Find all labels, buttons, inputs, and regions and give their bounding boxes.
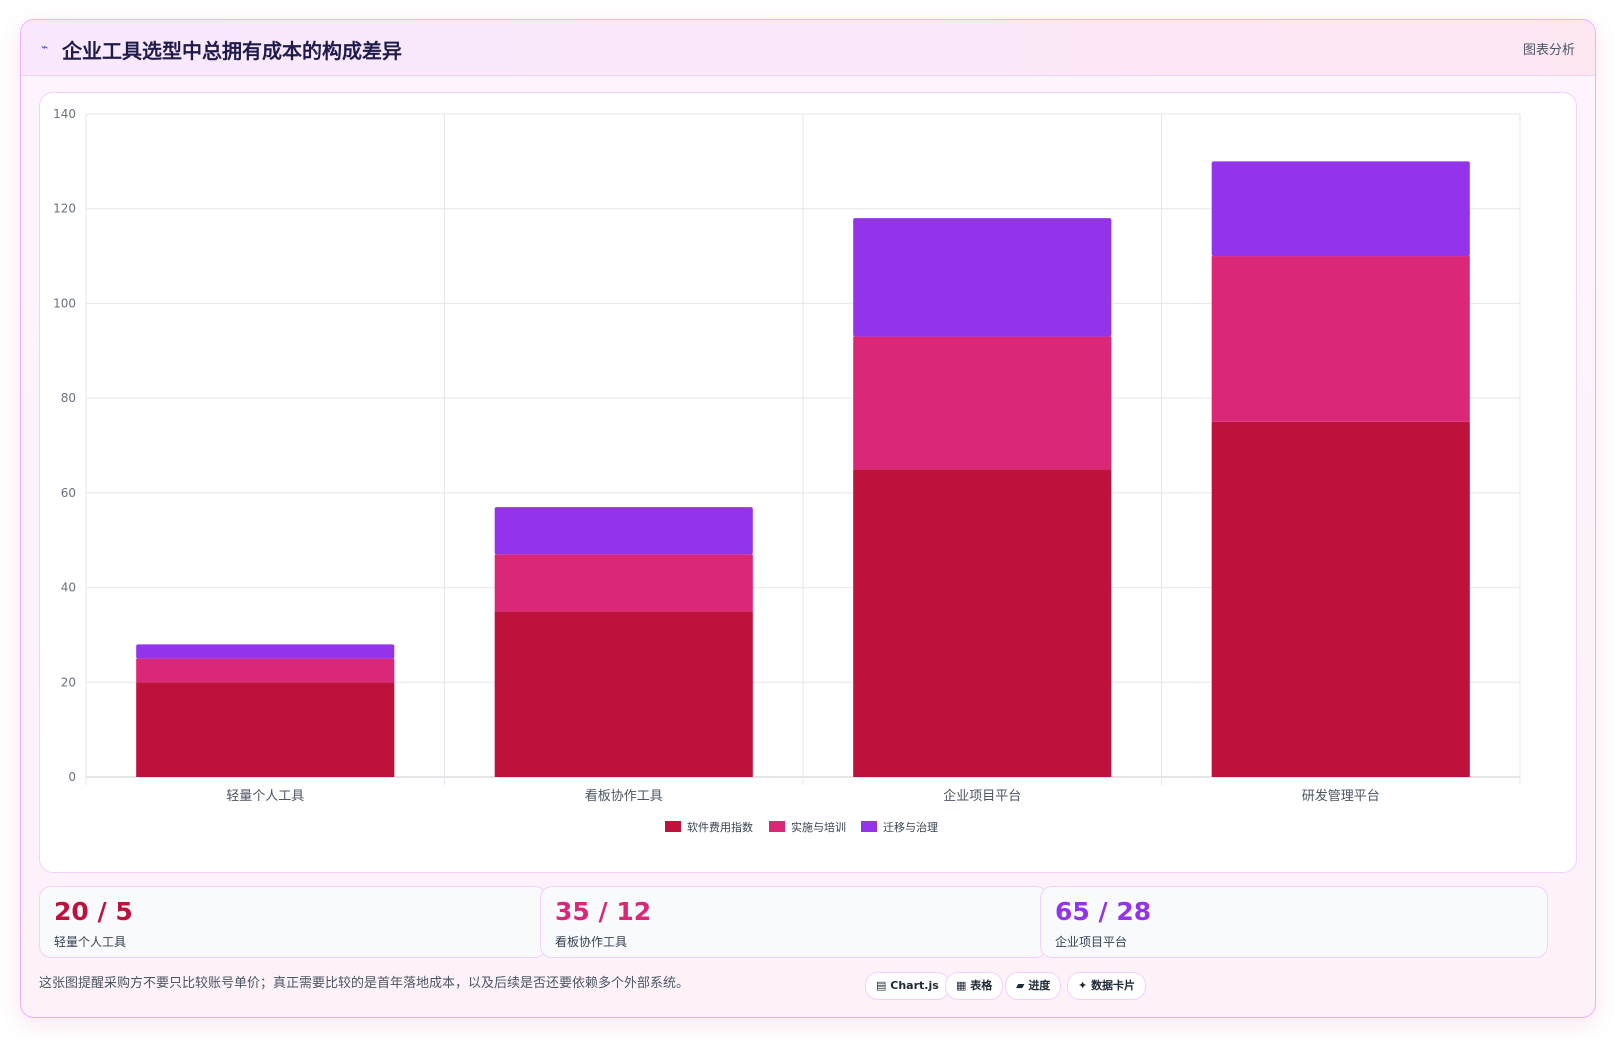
chart-card: ⌁ 企业工具选型中总拥有成本的构成差异 图表分析 0 20 40 60 80 100 120… bbox=[20, 19, 1596, 1018]
chart-icon: ▤ bbox=[876, 979, 887, 992]
y-tick-label: 100 bbox=[53, 296, 76, 310]
bar-0-1 bbox=[494, 611, 753, 777]
bar-1-1 bbox=[494, 554, 753, 612]
legend-label: 软件费用指数 bbox=[687, 820, 753, 834]
stat-label: 看板协作工具 bbox=[555, 935, 628, 949]
stat-value: 20 / 5 bbox=[54, 897, 133, 926]
stat-card-kanban: 35 / 12 看板协作工具 bbox=[540, 886, 1048, 958]
bar-1-2 bbox=[853, 336, 1112, 470]
bar-2-1 bbox=[494, 507, 753, 555]
y-tick-label: 60 bbox=[61, 486, 76, 500]
pill-label: Chart.js bbox=[890, 979, 939, 992]
bar-1-3 bbox=[1211, 256, 1470, 422]
legend-label: 实施与培训 bbox=[791, 820, 846, 834]
stat-card-enterprise: 65 / 28 企业项目平台 bbox=[1040, 886, 1548, 958]
bar-2-3 bbox=[1211, 161, 1470, 257]
stat-value: 65 / 28 bbox=[1055, 897, 1152, 926]
header-tag: 图表分析 bbox=[1522, 43, 1575, 58]
x-tick-label: 轻量个人工具 bbox=[226, 789, 304, 804]
legend-swatch bbox=[769, 821, 785, 832]
stacked-bar-chart: 0 20 40 60 80 100 120 140 轻量个人工具 看板协作工具 企业项目平台 研发管理… bbox=[53, 107, 1521, 834]
x-tick-label: 研发管理平台 bbox=[1302, 788, 1380, 804]
bar-2-0 bbox=[136, 644, 395, 659]
x-tick-label: 看板协作工具 bbox=[585, 788, 663, 804]
y-tick-label: 80 bbox=[61, 391, 76, 405]
legend-swatch bbox=[861, 821, 877, 832]
legend-label: 迁移与治理 bbox=[883, 820, 938, 834]
y-tick-label: 120 bbox=[53, 202, 76, 216]
y-tick-label: 40 bbox=[61, 581, 76, 595]
legend-swatch bbox=[665, 821, 681, 832]
bar-0-0 bbox=[136, 682, 395, 777]
bar-2-2 bbox=[853, 218, 1112, 337]
y-tick-label: 20 bbox=[61, 675, 76, 689]
pill-chartjs[interactable]: ▤ Chart.js bbox=[865, 972, 950, 1000]
card-header: ⌁ 企业工具选型中总拥有成本的构成差异 图表分析 bbox=[21, 20, 1595, 76]
stat-value: 35 / 12 bbox=[555, 897, 652, 926]
bar-1-0 bbox=[136, 658, 395, 683]
progress-icon: ▰ bbox=[1016, 979, 1025, 992]
pill-progress[interactable]: ▰ 进度 bbox=[1005, 972, 1062, 1000]
pill-table[interactable]: ▦ 表格 bbox=[945, 972, 1004, 1000]
stat-label: 企业项目平台 bbox=[1055, 935, 1128, 949]
pill-label: 表格 bbox=[970, 979, 993, 992]
pill-label: 数据卡片 bbox=[1091, 979, 1136, 992]
pill-data-card[interactable]: ✦ 数据卡片 bbox=[1067, 972, 1147, 1000]
y-tick-label: 140 bbox=[53, 107, 76, 121]
bar-0-2 bbox=[853, 469, 1112, 777]
bar-0-3 bbox=[1211, 421, 1470, 777]
sparkle-icon: ✦ bbox=[1078, 979, 1088, 992]
page-title: 企业工具选型中总拥有成本的构成差异 bbox=[62, 39, 402, 63]
y-tick-label: 0 bbox=[68, 770, 76, 784]
footnote: 这张图提醒采购方不要只比较账号单价；真正需要比较的是首年落地成本，以及后续是否还… bbox=[39, 976, 690, 991]
pill-label: 进度 bbox=[1028, 979, 1051, 992]
pulse-icon: ⌁ bbox=[41, 40, 49, 54]
stat-label: 轻量个人工具 bbox=[54, 935, 127, 949]
stat-card-light: 20 / 5 轻量个人工具 bbox=[39, 886, 547, 958]
x-tick-label: 企业项目平台 bbox=[943, 788, 1021, 804]
chart-panel: 0 20 40 60 80 100 120 140 轻量个人工具 看板协作工具 企业项目平台 研发管理… bbox=[39, 92, 1577, 873]
table-icon: ▦ bbox=[956, 979, 967, 992]
